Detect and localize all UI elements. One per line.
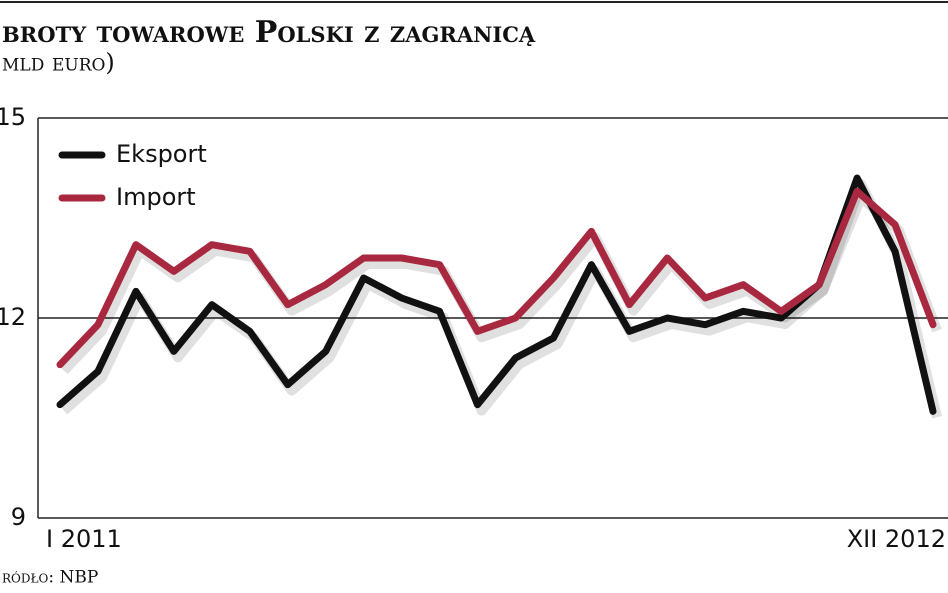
y-tick-label: 9	[11, 503, 26, 531]
series-shadow	[60, 192, 942, 375]
y-tick-label: 15	[0, 103, 26, 131]
legend-label: Eksport	[116, 140, 207, 168]
legend-label: Import	[116, 183, 196, 211]
series-line	[56, 187, 937, 369]
chart-subtitle: mld euro)	[2, 49, 115, 77]
series-shadow	[60, 179, 942, 419]
x-tick-label: I 2011	[46, 525, 122, 553]
y-tick-label: 12	[0, 303, 26, 331]
x-tick-label: XII 2012	[847, 525, 946, 553]
series-line	[56, 174, 937, 415]
chart-title: broty towarowe Polski z zagranicą	[2, 15, 536, 50]
source: ródło: NBP	[2, 568, 98, 588]
